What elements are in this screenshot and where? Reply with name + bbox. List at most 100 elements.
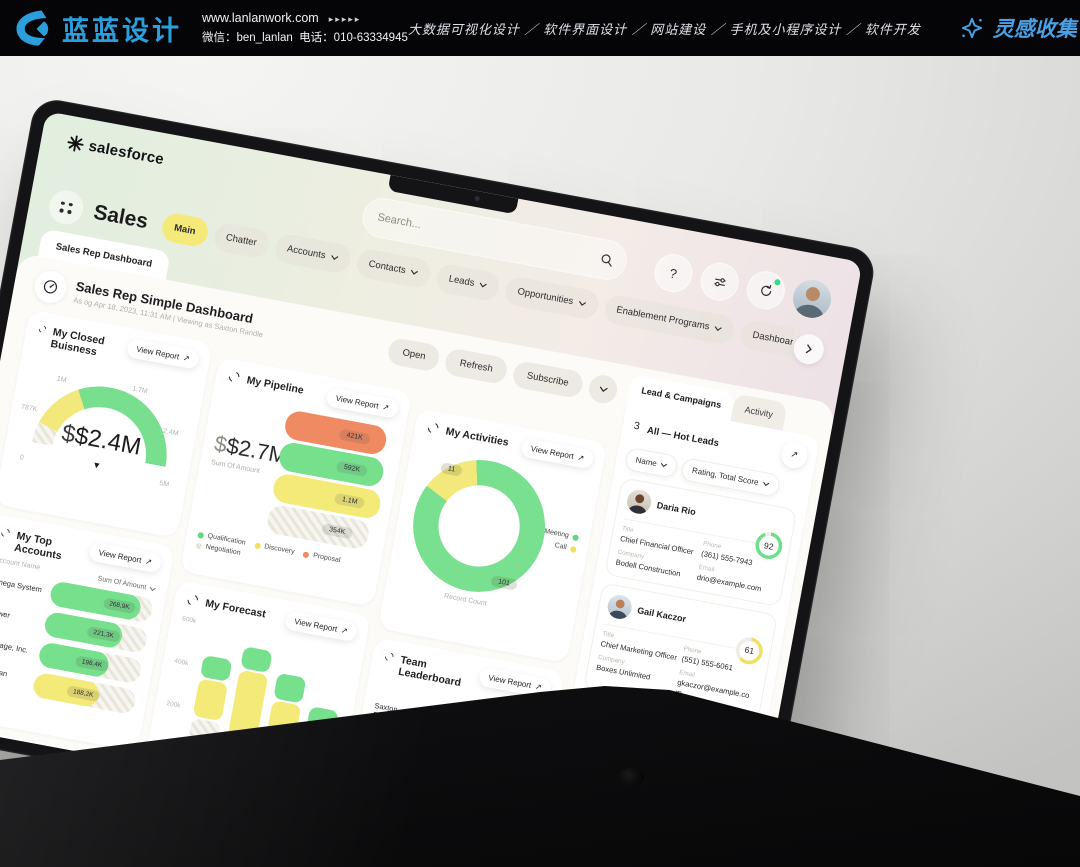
subscribe-button[interactable]: Subscribe [510,359,585,399]
refresh-button[interactable] [743,268,788,313]
expand-icon[interactable] [226,369,242,385]
open-list-button[interactable]: ↗ [779,440,810,471]
view-report-button[interactable]: View Report ↗ [125,338,201,370]
legend-commit: Commit [269,788,304,801]
help-button[interactable]: ? [651,250,696,296]
legend-best-case: Best Case [218,779,261,794]
legend-meeting: Meeting [544,528,580,541]
forecast-column [297,706,339,780]
lead-card-daria-rio[interactable]: Daria Rio Title Chief Financial Officer P… [604,477,798,607]
account-name: Omega System [0,576,43,595]
settings-button[interactable] [697,259,742,304]
promo-banner: 蓝蓝设计 www.lanlanwork.com ▸▸▸▸▸ 微信：ben_lanl… [0,0,1080,56]
legend-proposal: Proposal [302,550,341,564]
expand-icon[interactable] [383,649,397,665]
avatar [584,707,613,736]
webcam-dot [474,195,481,202]
leaderboard-value: 3,9M [470,723,503,740]
main-nav: Sales Main Chatter Accounts Contacts Lea… [46,187,796,359]
card-title: My Pipeline [245,374,305,397]
gauge-tick: 1.7M [131,385,149,396]
leaderboard-remainder: 1,2M [497,787,526,804]
notification-dot [773,278,781,286]
more-actions-button[interactable] [586,372,620,406]
x-tick: April 2023 [221,764,251,777]
tab-enablement-programs[interactable]: Enablement Programs [602,292,737,346]
view-report-button[interactable]: View Report ↗ [283,610,359,643]
dashboard-gauge-icon [31,268,70,306]
lead-card-gwendolyn-royals[interactable]: Gwendolyn Royals Title VP Purchasing Phon… [563,696,757,827]
x-tick: April 2023 [184,757,214,770]
score-ring: 61 [734,635,765,666]
chevron-down-icon [714,325,723,331]
app-title: Sales [91,200,150,234]
card-my-pipeline: My Pipeline View Report ↗ $$2.7M Sum Of A… [179,356,413,607]
app-launcher-button[interactable] [46,187,87,228]
forecast-column [260,672,307,773]
grid-dots-icon [60,200,65,205]
person-silhouette-icon [413,767,429,786]
tab-contacts[interactable]: Contacts [354,247,433,290]
user-avatar[interactable] [789,276,835,321]
card-title: My Forecast [204,597,267,621]
help-icon: ? [668,265,679,282]
grid-dots-icon [68,202,73,207]
expand-icon[interactable] [36,321,48,337]
expand-icon[interactable] [0,525,12,541]
leaderboard-row: Cindy Central 2,8M 1,2M [359,747,535,820]
chevron-down-icon [599,386,608,392]
lead-score: 4 [724,759,732,771]
legend-pipeline: Pipeline [175,771,211,784]
leaderboard-name: Saxton Randle [372,701,399,724]
leaderboard-remainder: 100K [513,731,543,748]
filter-name[interactable]: Name [623,446,680,479]
lead-score: 61 [743,644,755,657]
gauge-tick: 1M [56,375,67,385]
view-report-button[interactable]: View Report ↗ [88,541,163,574]
y-tick: 400k [173,657,189,668]
avatar [625,487,654,516]
banner-brand: 蓝蓝设计 [62,15,182,46]
person-silhouette-icon [423,710,440,729]
person-silhouette-icon [793,287,824,321]
leaderboard-row: Saxton Randle 3,9M 100K [370,690,545,763]
grid-dots-icon [67,209,72,214]
filter-rating-total-score[interactable]: Rating, Total Score [680,457,782,498]
expand-icon[interactable] [185,592,201,608]
x-tick: April 2023 [258,771,288,784]
tab-opportunities[interactable]: Opportunities [503,274,601,321]
tab-chatter[interactable]: Chatter [211,220,272,260]
accounts-sort-button[interactable]: Sum Of Amount [97,575,157,593]
view-report-button[interactable]: View Report ↗ [477,666,553,699]
account-name: Accusage, Inc. [0,637,29,656]
tab-accounts[interactable]: Accounts [272,231,353,275]
closing-title: Closing This Mounth [0,762,103,794]
legend-call: Call [541,540,577,553]
salesforce-star-icon [67,135,84,152]
score-ring: 4 [712,750,743,781]
view-report-button[interactable]: View Report ↗ [325,387,400,420]
legend-discovery: Discovery [253,541,295,556]
refresh-icon [760,284,771,296]
donut-ring [402,449,556,603]
salesforce-wordmark: salesforce [87,137,166,169]
nav-scroll-right-button[interactable] [791,331,827,367]
banner-collect: 灵感收集 [959,13,1077,43]
banner-arrows: ▸▸▸▸▸ [328,14,362,25]
tab-leads[interactable]: Leads [434,261,502,302]
refresh-dashboard-button[interactable]: Refresh [443,346,509,385]
x-tick: April 2023 [296,778,326,791]
chevron-down-icon [479,282,488,288]
open-button[interactable]: Open [386,336,442,373]
expand-icon[interactable] [425,420,441,436]
accounts-axis-label: Account Name [0,556,41,572]
y-tick: 200k [165,700,181,710]
lead-name: Gwendolyn Royals [615,719,697,745]
arrow-up-right-icon: ↗ [576,452,585,463]
tab-main[interactable]: Main [159,210,210,248]
activities-donut-chart: 11 101 Meeting Call Record Count [393,442,590,636]
tab-dashboards[interactable]: Dashboards [738,318,796,359]
lead-card-gail-kaczor[interactable]: Gail Kaczor Title Chief Marketing Officer… [583,582,778,722]
grid-dots-icon [59,208,64,213]
search-bar[interactable] [359,194,631,284]
